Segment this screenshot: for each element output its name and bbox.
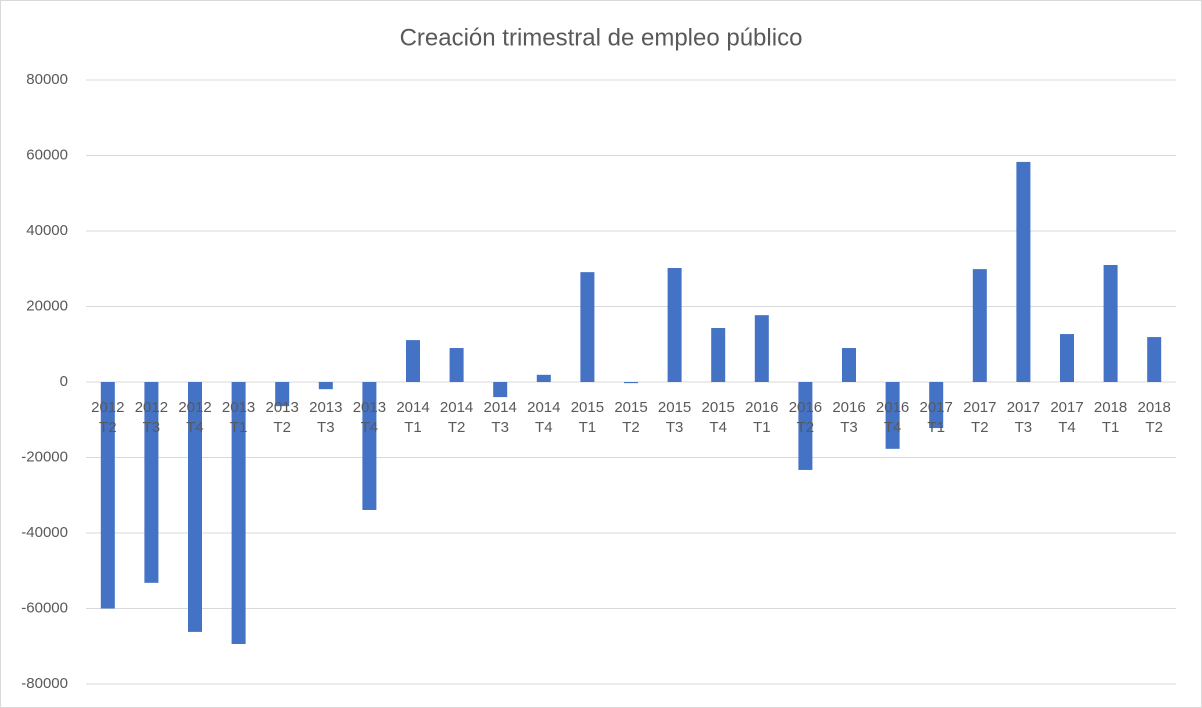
x-tick-label: 2016 T2	[788, 399, 823, 436]
bar	[667, 267, 682, 382]
y-tick-label: -80000	[21, 675, 68, 692]
x-tick-label: 2012 T4	[178, 399, 212, 436]
y-tick-label: -20000	[21, 448, 68, 465]
bar	[624, 382, 638, 384]
bar	[929, 382, 944, 429]
x-tick-label: 2013 T2	[265, 399, 299, 436]
y-tick-label: 80000	[26, 71, 68, 88]
bar	[493, 382, 508, 398]
bar	[362, 382, 377, 510]
chart-title: Creación trimestral de empleo público	[400, 24, 803, 51]
x-tick-label: 2013 T4	[352, 399, 387, 436]
bar	[1016, 161, 1031, 382]
y-tick-label: 60000	[26, 146, 68, 163]
y-tick-label: -40000	[21, 524, 68, 541]
bar	[580, 272, 595, 382]
x-tick-label: 2015 T2	[614, 399, 648, 436]
bar	[972, 269, 987, 382]
bar	[449, 348, 464, 382]
bar	[144, 382, 159, 583]
bar	[275, 382, 290, 407]
x-tick-label: 2017 T2	[963, 399, 997, 436]
x-tick-label: 2014 T3	[483, 399, 517, 436]
x-tick-label: 2017 T4	[1050, 399, 1084, 436]
x-tick-label: 2018 T1	[1093, 399, 1128, 436]
bar	[1060, 334, 1074, 382]
x-tick-label: 2014 T4	[527, 399, 561, 436]
bar	[231, 382, 246, 644]
x-tick-label: 2015 T1	[570, 399, 605, 436]
x-tick-label: 2013 T3	[309, 399, 343, 436]
y-tick-label: 0	[60, 373, 68, 390]
bar	[406, 340, 420, 382]
x-tick-label: 2016 T3	[832, 399, 866, 436]
x-tick-label: 2017 T3	[1006, 399, 1041, 436]
x-tick-label: 2016 T1	[745, 399, 779, 436]
bar	[711, 328, 726, 382]
bar	[842, 348, 856, 382]
x-tick-label: 2014 T2	[439, 399, 474, 436]
x-tick-label: 2017 T1	[919, 399, 953, 436]
x-tick-label: 2013 T1	[221, 399, 256, 436]
bar	[754, 315, 769, 382]
bar	[1103, 264, 1118, 382]
bar	[188, 382, 202, 632]
bar	[1147, 337, 1162, 382]
x-tick-label: 2012 T2	[91, 399, 125, 436]
y-tick-label: 40000	[26, 222, 68, 239]
bar	[885, 382, 900, 449]
x-tick-label: 2018 T2	[1137, 399, 1171, 436]
y-tick-label: 20000	[26, 297, 68, 314]
bar	[536, 374, 551, 382]
bar	[100, 382, 115, 609]
bar	[318, 382, 333, 390]
x-tick-label: 2015 T4	[701, 399, 735, 436]
bar	[798, 382, 813, 470]
x-tick-label: 2014 T1	[396, 399, 430, 436]
x-tick-label: 2012 T3	[134, 399, 169, 436]
y-tick-label: -60000	[21, 599, 68, 616]
x-tick-label: 2015 T3	[657, 399, 692, 436]
x-tick-label: 2016 T4	[875, 399, 910, 436]
